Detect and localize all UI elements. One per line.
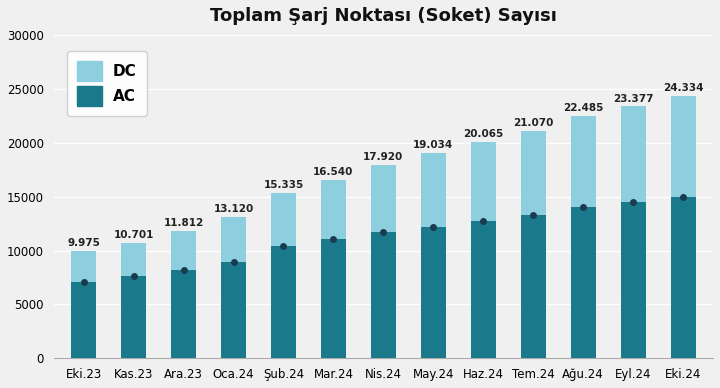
Bar [321, 180, 346, 239]
Bar [221, 217, 246, 262]
Text: 24.334: 24.334 [663, 83, 703, 93]
Bar [371, 165, 396, 232]
Bar [420, 227, 446, 359]
Bar [171, 270, 196, 359]
Text: 11.812: 11.812 [163, 218, 204, 228]
Text: 19.034: 19.034 [413, 140, 454, 151]
Bar [271, 193, 296, 246]
Bar [71, 282, 96, 359]
Bar [521, 215, 546, 359]
Text: 13.120: 13.120 [213, 204, 253, 214]
Bar [271, 246, 296, 359]
Bar [420, 153, 446, 227]
Text: 17.920: 17.920 [363, 152, 403, 163]
Bar [621, 202, 646, 359]
Legend: DC, AC: DC, AC [67, 52, 146, 116]
Bar [171, 231, 196, 270]
Bar [321, 239, 346, 359]
Title: Toplam Şarj Noktası (Soket) Sayısı: Toplam Şarj Noktası (Soket) Sayısı [210, 7, 557, 25]
Text: 9.975: 9.975 [67, 238, 100, 248]
Text: 20.065: 20.065 [463, 129, 503, 139]
Bar [571, 207, 595, 359]
Bar [121, 276, 146, 359]
Bar [621, 106, 646, 202]
Text: 21.070: 21.070 [513, 118, 554, 128]
Bar [371, 232, 396, 359]
Text: 10.701: 10.701 [114, 230, 154, 240]
Bar [670, 197, 696, 359]
Text: 16.540: 16.540 [313, 167, 354, 177]
Bar [521, 131, 546, 215]
Bar [471, 142, 496, 222]
Bar [71, 251, 96, 282]
Text: 22.485: 22.485 [563, 103, 603, 113]
Text: 15.335: 15.335 [264, 180, 304, 190]
Text: 23.377: 23.377 [613, 94, 653, 104]
Bar [571, 116, 595, 207]
Bar [121, 243, 146, 276]
Bar [471, 222, 496, 359]
Bar [221, 262, 246, 359]
Bar [670, 96, 696, 197]
